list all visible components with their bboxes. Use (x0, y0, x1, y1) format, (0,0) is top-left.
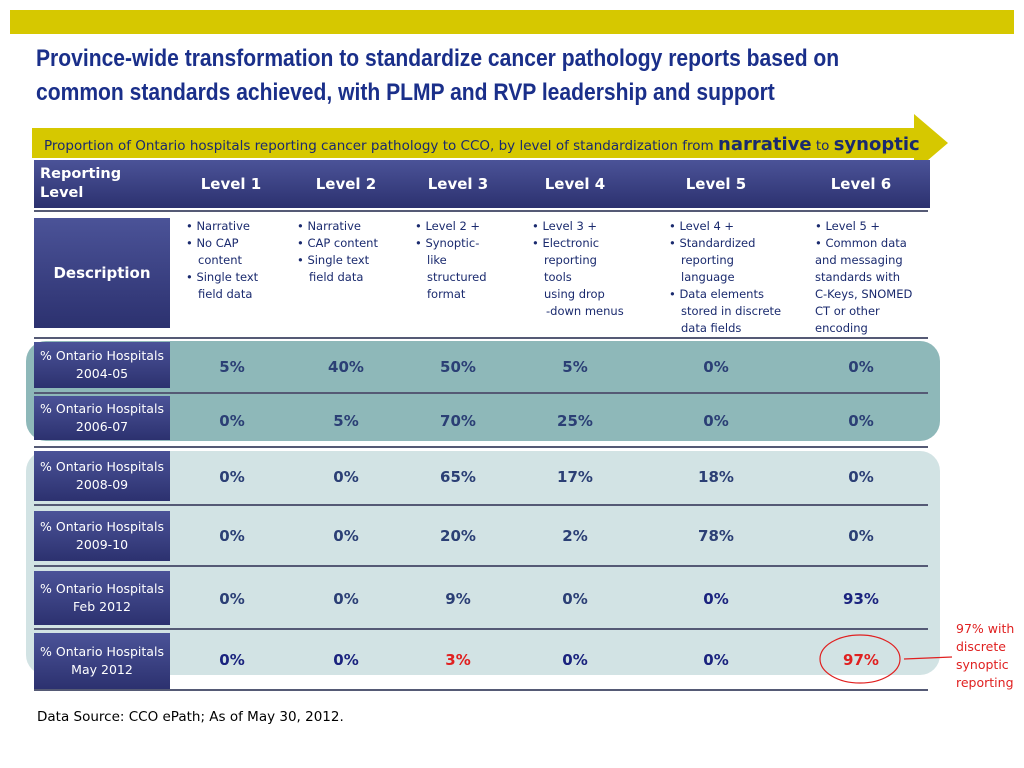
row-divider (34, 689, 928, 691)
row-divider (34, 210, 928, 212)
data-source-note: Data Source: CCO ePath; As of May 30, 20… (37, 709, 344, 725)
description-level-2: • Narrative • CAP content • Single text … (297, 219, 378, 284)
row-label-2006-07: % Ontario Hospitals 2006-07 (34, 396, 170, 440)
header-level-3: Level 3 (427, 175, 489, 193)
top-accent-bar (10, 10, 1014, 34)
value-cell: 18% (698, 468, 734, 486)
header-reporting-level: Reporting Level (40, 166, 122, 201)
subtitle-synoptic: synoptic (833, 134, 920, 155)
value-cell: 0% (848, 412, 874, 430)
band-recent-years (26, 451, 940, 675)
table-subtitle: Proportion of Ontario hospitals reportin… (44, 134, 964, 155)
value-cell: 50% (440, 358, 476, 376)
value-cell: 0% (333, 590, 359, 608)
value-cell: 0% (848, 527, 874, 545)
value-cell: 0% (703, 651, 729, 669)
row-divider (34, 565, 928, 567)
description-level-3: • Level 2 + • Synoptic- like structured … (415, 219, 487, 301)
header-level-6: Level 6 (830, 175, 892, 193)
value-cell: 17% (557, 468, 593, 486)
progress-arrow (32, 114, 948, 172)
value-cell: 93% (843, 590, 879, 608)
row-divider (34, 628, 928, 630)
value-cell: 0% (219, 527, 245, 545)
row-divider (34, 504, 928, 506)
title-line-1: Province-wide transformation to standard… (36, 45, 840, 72)
value-cell: 0% (562, 651, 588, 669)
value-cell: 0% (219, 590, 245, 608)
header-level-2: Level 2 (315, 175, 377, 193)
value-cell: 78% (698, 527, 734, 545)
value-cell: 0% (703, 590, 729, 608)
value-cell: 9% (445, 590, 471, 608)
header-level-1: Level 1 (200, 175, 262, 193)
value-cell: 0% (703, 412, 729, 430)
row-label-2004-05: % Ontario Hospitals 2004-05 (34, 342, 170, 388)
row-label-description: Description (34, 218, 170, 328)
header-level-4: Level 4 (544, 175, 606, 193)
title-line-2: common standards achieved, with PLMP and… (36, 79, 775, 106)
subtitle-text: Proportion of Ontario hospitals reportin… (44, 138, 718, 154)
value-cell: 0% (848, 358, 874, 376)
row-divider (34, 337, 928, 339)
value-cell: 40% (328, 358, 364, 376)
value-cell: 3% (445, 651, 471, 669)
description-level-1: • Narrative • No CAP content • Single te… (186, 219, 259, 301)
value-cell: 0% (848, 468, 874, 486)
value-cell: 97% (843, 651, 879, 669)
description-level-5: • Level 4 + • Standardized reporting lan… (669, 219, 782, 335)
value-cell: 2% (562, 527, 588, 545)
value-cell: 0% (562, 590, 588, 608)
row-label-2009-10: % Ontario Hospitals 2009-10 (34, 511, 170, 561)
row-divider (34, 392, 928, 394)
annotation-97-percent: 97% with discrete synoptic reporting (956, 621, 1015, 690)
value-cell: 70% (440, 412, 476, 430)
value-cell: 0% (333, 527, 359, 545)
description-level-6: • Level 5 + • Common data and messaging … (815, 219, 913, 335)
value-cell: 0% (219, 651, 245, 669)
value-cell: 0% (219, 412, 245, 430)
value-cell: 25% (557, 412, 593, 430)
band-early-years (26, 341, 940, 441)
row-divider (34, 446, 928, 448)
subtitle-narrative: narrative (718, 134, 812, 155)
value-cell: 0% (333, 468, 359, 486)
highlight-circle (819, 634, 953, 684)
row-label-2008-09: % Ontario Hospitals 2008-09 (34, 451, 170, 501)
header-level-5: Level 5 (685, 175, 747, 193)
value-cell: 5% (219, 358, 245, 376)
value-cell: 5% (562, 358, 588, 376)
row-label-may-2012: % Ontario Hospitals May 2012 (34, 633, 170, 689)
value-cell: 20% (440, 527, 476, 545)
value-cell: 5% (333, 412, 359, 430)
value-cell: 0% (703, 358, 729, 376)
table-header: Reporting Level Level 1 Level 2 Level 3 … (34, 160, 930, 208)
value-cell: 0% (219, 468, 245, 486)
row-label-feb-2012: % Ontario Hospitals Feb 2012 (34, 571, 170, 625)
description-level-4: • Level 3 + • Electronic reporting tools… (532, 219, 624, 318)
page-title: Province-wide transformation to standard… (36, 42, 853, 110)
subtitle-connector: to (811, 138, 834, 154)
value-cell: 65% (440, 468, 476, 486)
value-cell: 0% (333, 651, 359, 669)
